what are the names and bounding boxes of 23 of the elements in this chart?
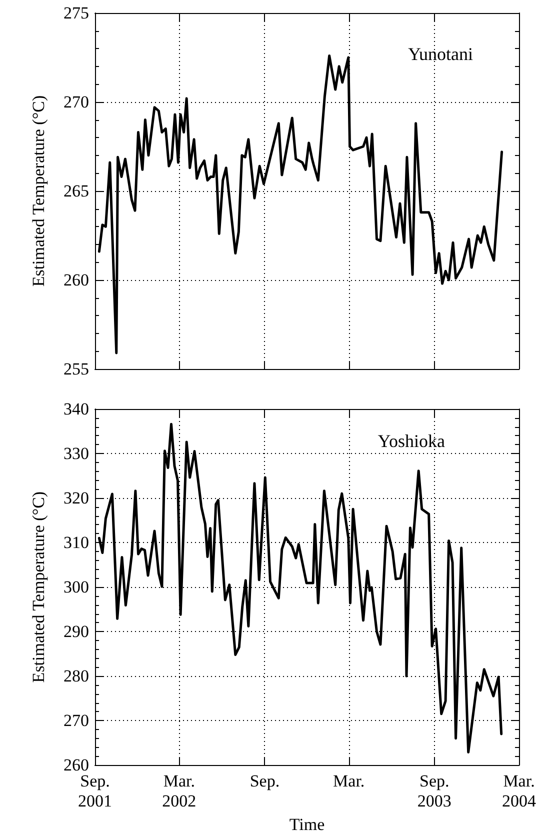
x-tick-label: Sep. 2003 <box>417 772 452 811</box>
y-tick-label: 330 <box>64 444 89 464</box>
y-tick-label: 255 <box>64 360 89 378</box>
y-tick-label: 260 <box>64 270 89 290</box>
x-tick-label: Mar. <box>333 772 365 791</box>
y-tick-label: 320 <box>64 488 89 508</box>
y-axis-title: Estimated Temperature (°C) <box>29 491 48 683</box>
y-tick-label: 310 <box>64 533 89 552</box>
x-tick-label: Sep. <box>250 772 280 791</box>
x-tick-label: Mar. 2002 <box>162 772 196 811</box>
y-tick-label: 265 <box>64 182 89 200</box>
y-tick-label: 270 <box>64 92 89 112</box>
text: Yoshioka <box>378 431 446 451</box>
y-tick-label: 270 <box>64 711 89 730</box>
y-tick-label: 300 <box>64 578 89 597</box>
y-tick-label: 340 <box>64 400 89 418</box>
y-tick-label: 280 <box>64 666 89 686</box>
text: Yunotani <box>408 44 474 64</box>
x-axis-title: Time <box>289 815 325 834</box>
y-tick-label: 275 <box>64 4 89 22</box>
y-axis-title: Estimated Temperature (°C) <box>29 95 48 287</box>
y-tick-label: 290 <box>64 622 89 642</box>
x-tick-label: Mar. 2004 <box>502 772 536 811</box>
